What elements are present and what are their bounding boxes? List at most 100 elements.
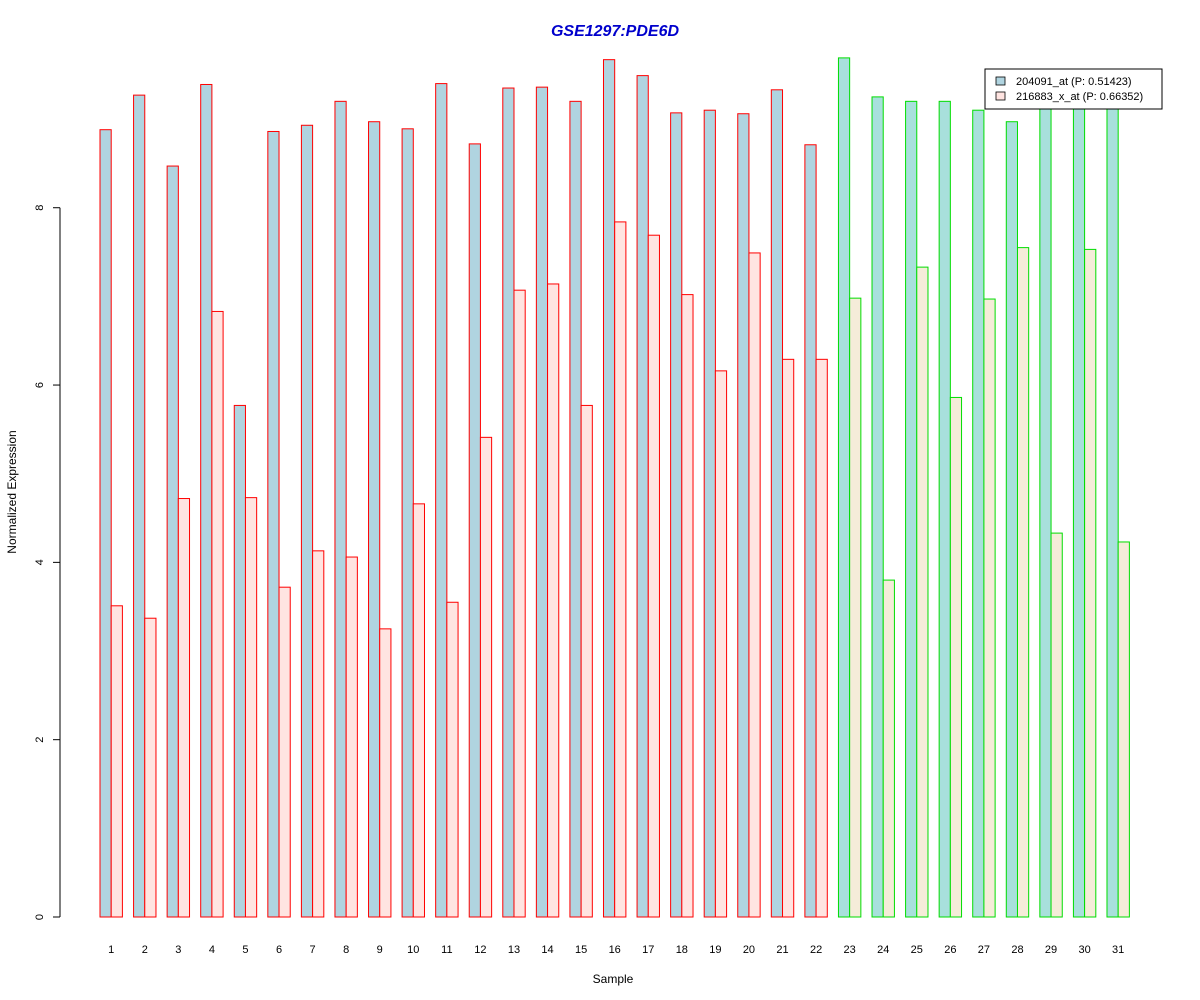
- bar-s2-sample-9: [379, 628, 392, 918]
- bar-s2-sample-25: [916, 266, 929, 918]
- bar-s2-sample-27: [983, 298, 996, 918]
- bar-s2-sample-5: [244, 497, 258, 918]
- bar-s2-sample-12: [479, 436, 493, 918]
- legend-box: [984, 68, 1163, 110]
- bar-s2-sample-30: [1084, 248, 1097, 918]
- bar-s2-sample-1: [110, 605, 123, 918]
- x-tick-label: 27: [978, 944, 990, 956]
- bar-s2-sample-17: [647, 234, 660, 918]
- x-tick-label: 13: [508, 944, 520, 956]
- x-tick-label: 29: [1045, 944, 1057, 956]
- x-tick-label: 31: [1112, 944, 1124, 956]
- x-tick-label: 17: [642, 944, 654, 956]
- x-tick-label: 14: [541, 944, 553, 956]
- x-tick-label: 22: [810, 944, 822, 956]
- bar-s1-sample-27: [972, 109, 985, 918]
- bar-s2-sample-11: [446, 601, 459, 918]
- bar-s1-sample-3: [166, 165, 179, 918]
- bar-s1-sample-31: [1106, 100, 1119, 918]
- x-tick-label: 20: [743, 944, 755, 956]
- bar-s2-sample-26: [949, 396, 963, 918]
- bar-s2-sample-31: [1117, 541, 1130, 918]
- bar-s1-sample-10: [401, 128, 414, 918]
- legend-swatch-2: [995, 91, 1006, 101]
- x-tick-label: 21: [776, 944, 788, 956]
- bar-s1-sample-8: [334, 100, 347, 918]
- y-tick-label: 8: [34, 205, 46, 211]
- x-tick-label: 30: [1078, 944, 1090, 956]
- bar-s2-sample-19: [714, 370, 728, 918]
- x-tick-label: 16: [609, 944, 621, 956]
- bar-s1-sample-4: [200, 83, 213, 918]
- bar-s1-sample-13: [502, 87, 515, 918]
- bar-s1-sample-5: [233, 404, 246, 918]
- bar-s1-sample-25: [905, 100, 918, 918]
- bar-s1-sample-14: [535, 86, 549, 918]
- bar-s2-sample-21: [782, 358, 795, 918]
- bar-s2-sample-16: [614, 221, 627, 918]
- x-tick-label: 7: [310, 944, 316, 956]
- y-axis-label: Normalized Expression: [5, 430, 19, 553]
- bar-s1-sample-23: [837, 57, 851, 918]
- legend-swatch-1: [995, 76, 1006, 86]
- bar-s1-sample-9: [368, 121, 381, 918]
- bar-s2-sample-24: [882, 579, 895, 918]
- bar-s1-sample-24: [871, 96, 884, 918]
- bar-s2-sample-3: [177, 498, 191, 918]
- bar-s1-sample-2: [133, 94, 146, 918]
- bar-s1-sample-6: [267, 130, 280, 918]
- bar-s2-sample-13: [513, 289, 526, 918]
- x-tick-label: 26: [944, 944, 956, 956]
- chart-title: GSE1297:PDE6D: [551, 23, 680, 40]
- x-tick-label: 2: [142, 944, 148, 956]
- x-tick-label: 23: [844, 944, 856, 956]
- bar-s2-sample-6: [278, 586, 291, 918]
- x-tick-label: 6: [276, 944, 282, 956]
- bars: [99, 57, 1130, 918]
- x-tick-label: 3: [175, 944, 181, 956]
- y-tick-label: 0: [34, 914, 46, 920]
- bar-s1-sample-22: [804, 144, 817, 918]
- bar-s2-sample-22: [815, 358, 828, 918]
- x-tick-label: 9: [377, 944, 383, 956]
- x-tick-label: 4: [209, 944, 215, 956]
- bar-s2-sample-18: [681, 294, 694, 918]
- bar-s2-sample-4: [211, 310, 224, 918]
- y-axis: 0 2 4 6 8: [34, 205, 61, 920]
- x-tick-labels: 1 2 3 4 5 6 7 8 9 10 11 12 13 14 15 16 17 18 19 20 21 22 23 24 2…: [108, 944, 1124, 956]
- bar-s2-sample-23: [849, 297, 862, 918]
- x-tick-label: 11: [441, 944, 452, 956]
- y-tick-label: 2: [34, 737, 46, 743]
- x-tick-label: 25: [911, 944, 923, 956]
- bar-s2-sample-8: [345, 556, 358, 918]
- bar-s2-sample-7: [312, 550, 325, 918]
- bar-s1-sample-17: [636, 75, 649, 918]
- bar-s1-sample-21: [770, 89, 784, 918]
- x-tick-label: 19: [709, 944, 721, 956]
- bar-s2-sample-14: [547, 283, 560, 918]
- bar-s1-sample-12: [468, 143, 481, 918]
- legend: 204091_at (P: 0.51423) 216883_x_at (P: 0.…: [984, 68, 1163, 110]
- legend-label-1: 204091_at (P: 0.51423): [1016, 76, 1132, 88]
- x-tick-label: 18: [676, 944, 688, 956]
- x-tick-label: 28: [1011, 944, 1023, 956]
- x-tick-label: 24: [877, 944, 889, 956]
- y-tick-label: 4: [34, 559, 46, 565]
- bar-s1-sample-1: [99, 129, 112, 918]
- bar-s2-sample-2: [144, 617, 157, 918]
- bar-s2-sample-10: [412, 503, 425, 918]
- bar-s1-sample-26: [938, 100, 951, 918]
- x-tick-label: 5: [242, 944, 248, 956]
- x-tick-label: 15: [575, 944, 587, 956]
- bar-s2-sample-15: [580, 404, 593, 918]
- bar-s1-sample-15: [569, 100, 582, 918]
- bar-s1-sample-7: [300, 124, 314, 918]
- bar-s1-sample-16: [602, 59, 616, 918]
- y-tick-label: 6: [34, 382, 46, 388]
- bar-s1-sample-20: [737, 113, 750, 918]
- x-tick-label: 1: [108, 944, 114, 956]
- bar-s1-sample-29: [1039, 100, 1052, 918]
- x-axis-label: Sample: [593, 972, 634, 986]
- bar-s1-sample-18: [670, 112, 683, 918]
